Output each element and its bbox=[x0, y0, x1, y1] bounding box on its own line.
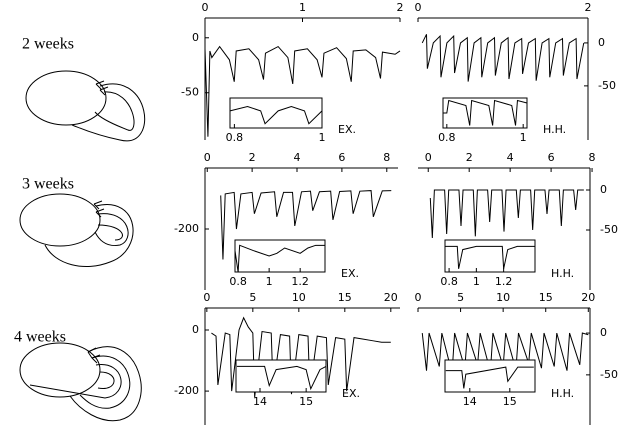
x-tick-label: 2 bbox=[585, 1, 592, 14]
x-tick-label: 6 bbox=[548, 151, 555, 164]
x-tick-label: 10 bbox=[292, 291, 306, 304]
inset-tick-label: 0.8 bbox=[440, 275, 458, 288]
x-tick-label: 20 bbox=[384, 291, 398, 304]
panel-label: EX. bbox=[341, 267, 359, 280]
y-tick-label: 0 bbox=[598, 36, 605, 49]
inset-tick-label: 15 bbox=[299, 395, 313, 408]
inset-tick-label: 1 bbox=[319, 131, 326, 144]
panel-label: EX. bbox=[342, 387, 360, 400]
x-tick-label: 0 bbox=[202, 1, 209, 14]
inset-tick-label: 1.2 bbox=[495, 275, 513, 288]
inset-tick-label: 0.8 bbox=[229, 275, 247, 288]
x-tick-label: 5 bbox=[249, 291, 256, 304]
x-tick-label: 0 bbox=[415, 1, 422, 14]
inset-tick-label: 0.8 bbox=[438, 131, 456, 144]
diagram bbox=[19, 193, 134, 267]
x-tick-label: 2 bbox=[397, 1, 404, 14]
inset-trace bbox=[443, 99, 528, 126]
panel-label: H.H. bbox=[551, 387, 574, 400]
inset-frame bbox=[444, 359, 536, 393]
y-tick-label: -50 bbox=[181, 86, 199, 99]
y-tick-label: 0 bbox=[192, 31, 199, 44]
inset-frame bbox=[235, 359, 327, 393]
x-tick-label: 10 bbox=[496, 291, 510, 304]
inset-tick-label: 1 bbox=[520, 131, 527, 144]
panel-label: H.H. bbox=[543, 123, 566, 136]
trace bbox=[421, 34, 585, 82]
panel-label: H.H. bbox=[551, 267, 574, 280]
inset-frame bbox=[234, 239, 326, 273]
trace bbox=[211, 316, 391, 398]
diagram bbox=[25, 70, 146, 142]
y-tick-label: -200 bbox=[174, 384, 199, 397]
x-tick-label: 0 bbox=[415, 291, 422, 304]
y-tick-label: -50 bbox=[598, 79, 616, 92]
inset-trace bbox=[445, 245, 535, 269]
inset-tick-label: 14 bbox=[463, 395, 477, 408]
x-tick-label: 8 bbox=[383, 151, 390, 164]
inset-tick-label: 1 bbox=[266, 275, 273, 288]
y-tick-label: 0 bbox=[192, 323, 199, 336]
trace bbox=[421, 332, 589, 374]
y-tick-label: 0 bbox=[600, 326, 607, 339]
x-tick-label: 4 bbox=[294, 151, 301, 164]
inset-trace bbox=[445, 366, 534, 389]
y-tick-label: -50 bbox=[600, 223, 618, 236]
row-label: 4 weeks bbox=[14, 329, 66, 346]
inset-tick-label: 14 bbox=[253, 395, 267, 408]
x-tick-label: 4 bbox=[507, 151, 514, 164]
inset-tick-label: 15 bbox=[503, 395, 517, 408]
diagram bbox=[19, 342, 142, 422]
x-tick-label: 15 bbox=[338, 291, 352, 304]
x-tick-label: 0 bbox=[425, 151, 432, 164]
x-tick-label: 2 bbox=[249, 151, 256, 164]
inset-tick-label: 0.8 bbox=[226, 131, 244, 144]
inset-trace bbox=[236, 365, 327, 391]
panel-label: EX. bbox=[338, 123, 356, 136]
x-tick-label: 15 bbox=[539, 291, 553, 304]
inset-tick-label: 1.2 bbox=[291, 275, 309, 288]
inset-trace bbox=[229, 106, 323, 125]
trace bbox=[429, 189, 584, 239]
y-tick-label: 0 bbox=[600, 183, 607, 196]
x-tick-label: 1 bbox=[299, 1, 306, 14]
x-tick-label: 6 bbox=[338, 151, 345, 164]
trace bbox=[204, 45, 401, 137]
x-tick-label: 2 bbox=[466, 151, 473, 164]
row-label: 2 weeks bbox=[22, 36, 74, 53]
x-tick-label: 0 bbox=[203, 291, 210, 304]
trace bbox=[220, 190, 392, 260]
row-label: 3 weeks bbox=[22, 176, 74, 193]
y-tick-label: -50 bbox=[600, 368, 618, 381]
x-tick-label: 5 bbox=[457, 291, 464, 304]
x-tick-label: 8 bbox=[589, 151, 596, 164]
x-tick-label: 20 bbox=[581, 291, 595, 304]
inset-frame bbox=[444, 239, 536, 273]
x-tick-label: 0 bbox=[204, 151, 211, 164]
inset-trace bbox=[234, 244, 325, 273]
inset-tick-label: 1 bbox=[473, 275, 480, 288]
y-tick-label: -200 bbox=[174, 222, 199, 235]
